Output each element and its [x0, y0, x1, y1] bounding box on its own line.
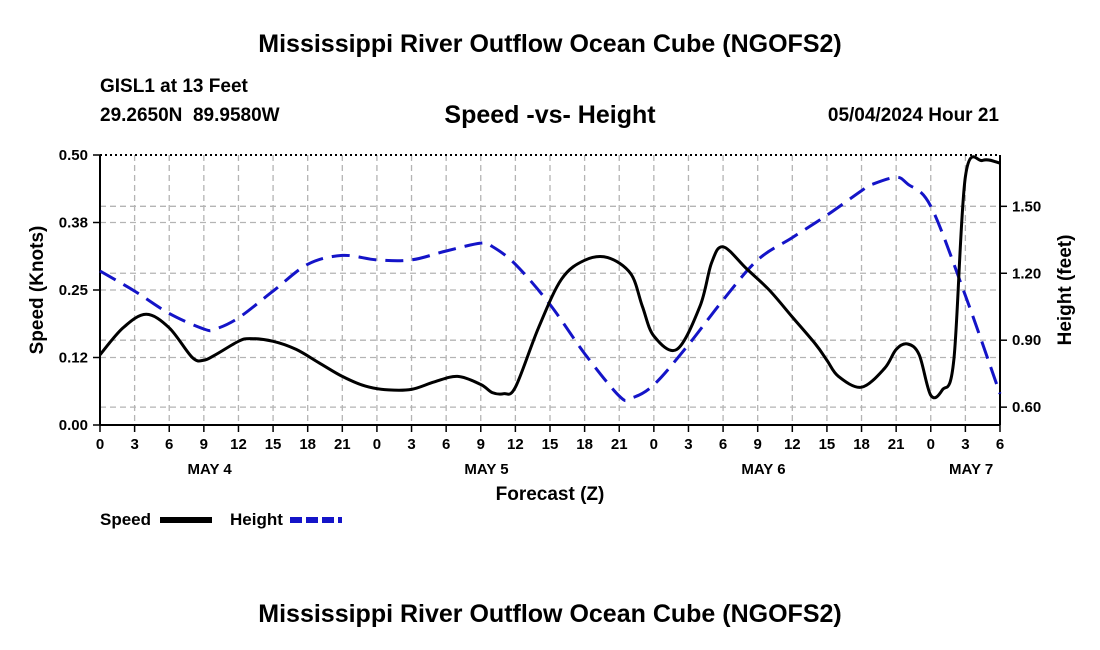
forecast-datetime: 05/04/2024 Hour 21 [827, 105, 999, 126]
chart-title: Mississippi River Outflow Ocean Cube (NG… [258, 30, 842, 58]
x-tick-label: 6 [996, 436, 1004, 453]
station-label: GISL1 at 13 Feet [100, 76, 248, 97]
legend-height-label: Height [230, 510, 283, 529]
x-tick-label: 15 [542, 436, 559, 453]
chart-subtitle: Speed -vs- Height [444, 101, 656, 129]
y2-axis-title: Height (feet) [1055, 235, 1076, 346]
height-series-line [99, 175, 1002, 403]
series-lines [99, 155, 1002, 403]
x-tick-label: 3 [961, 436, 969, 453]
x-tick-label: 15 [265, 436, 282, 453]
speed-height-chart: 0 3 6 9 12 15 18 21 0 3 6 9 12 15 18 21 0 3 6 9 12 15 18 21 0 3 6M… [27, 147, 1076, 529]
y-tick-label: 0.50 [59, 147, 88, 164]
x-tick-label: 6 [719, 436, 727, 453]
x-day-label: MAY 4 [188, 461, 233, 478]
legend: Speed Height [100, 510, 342, 529]
y-tick-label: 0.00 [59, 417, 88, 434]
footer-title: Mississippi River Outflow Ocean Cube (NG… [258, 600, 842, 628]
y-axis-title: Speed (Knots) [27, 226, 48, 355]
legend-speed-label: Speed [100, 510, 151, 529]
x-tick-label: 6 [442, 436, 450, 453]
speed-series-line [100, 155, 1000, 400]
x-tick-label: 18 [299, 436, 316, 453]
grid [100, 155, 1000, 425]
y2-tick-label: 1.50 [1012, 198, 1041, 215]
y-tick-label: 0.25 [59, 282, 88, 299]
x-tick-label: 6 [165, 436, 173, 453]
x-tick-label: 3 [130, 436, 138, 453]
x-day-label: MAY 5 [464, 461, 508, 478]
x-tick-label: 0 [650, 436, 658, 453]
station-coordinates: 29.2650N 89.9580W [100, 105, 280, 126]
x-tick-label: 18 [853, 436, 870, 453]
x-day-label: MAY 6 [741, 461, 785, 478]
x-tick-label: 9 [477, 436, 485, 453]
x-axis-title: Forecast (Z) [496, 484, 605, 505]
y2-tick-label: 0.90 [1012, 332, 1041, 349]
x-tick-label: 12 [507, 436, 524, 453]
x-tick-label: 3 [684, 436, 692, 453]
x-tick-label: 0 [373, 436, 381, 453]
x-tick-label: 9 [200, 436, 208, 453]
y2-tick-label: 1.20 [1012, 265, 1041, 282]
y-tick-label: 0.12 [59, 350, 88, 367]
x-tick-label: 21 [888, 436, 905, 453]
x-tick-label: 0 [927, 436, 935, 453]
x-tick-label: 21 [334, 436, 351, 453]
x-tick-label: 12 [230, 436, 247, 453]
x-tick-label: 18 [576, 436, 593, 453]
y-tick-label: 0.38 [59, 215, 88, 232]
x-tick-label: 0 [96, 436, 104, 453]
x-tick-label: 12 [784, 436, 801, 453]
x-tick-label: 3 [407, 436, 415, 453]
x-tick-label: 21 [611, 436, 628, 453]
x-tick-label: 15 [819, 436, 836, 453]
x-day-label: MAY 7 [949, 461, 993, 478]
x-tick-label: 9 [754, 436, 762, 453]
axis-ticks: 0 3 6 9 12 15 18 21 0 3 6 9 12 15 18 21 0 3 6 9 12 15 18 21 0 3 6M… [59, 147, 1041, 478]
y2-tick-label: 0.60 [1012, 399, 1041, 416]
